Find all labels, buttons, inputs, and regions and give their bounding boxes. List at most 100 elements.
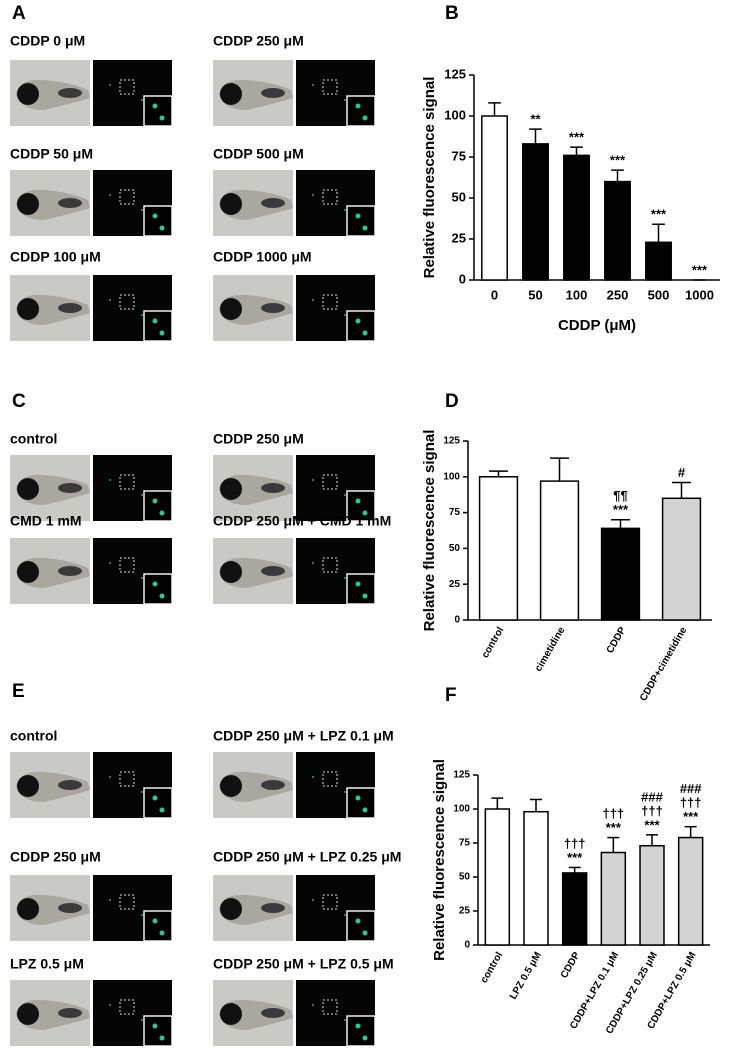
y-tick-label: 125 bbox=[444, 66, 466, 81]
y-axis-label: Relative fluorescence signal bbox=[421, 430, 438, 632]
significance-label: *** bbox=[644, 817, 660, 832]
x-tick-label: LPZ 0.5 μM bbox=[508, 950, 544, 1001]
panel-label: C bbox=[12, 391, 26, 412]
fish-image bbox=[10, 875, 172, 941]
bar bbox=[522, 143, 549, 281]
fish-image bbox=[10, 275, 172, 341]
y-tick-label: 0 bbox=[459, 271, 466, 286]
y-tick-label: 125 bbox=[443, 436, 460, 447]
significance-label: ††† bbox=[602, 806, 624, 821]
x-tick-label: CDDP bbox=[605, 625, 629, 655]
image-label: CDDP 0 μM bbox=[10, 33, 85, 49]
image-label: CDDP 250 μM bbox=[213, 33, 304, 49]
x-tick-label: CDDP+cimetidine bbox=[638, 625, 690, 703]
bar bbox=[600, 527, 641, 621]
fish-image bbox=[213, 170, 375, 236]
y-tick-label: 75 bbox=[459, 838, 471, 849]
y-tick-label: 75 bbox=[452, 148, 466, 163]
y-tick-label: 25 bbox=[459, 906, 471, 917]
bar bbox=[661, 497, 702, 621]
bar bbox=[561, 872, 588, 946]
x-tick-label: control bbox=[479, 950, 506, 985]
panel-label: B bbox=[445, 3, 459, 24]
significance-label: *** bbox=[651, 207, 667, 222]
bar bbox=[478, 476, 519, 621]
fish-image bbox=[213, 275, 375, 341]
fish-image bbox=[213, 455, 375, 521]
y-tick-label: 125 bbox=[453, 770, 470, 781]
y-tick-label: 50 bbox=[449, 543, 461, 554]
x-tick-label: 500 bbox=[648, 287, 670, 302]
image-label: CDDP 250 μM + LPZ 0.25 μM bbox=[213, 849, 401, 865]
image-label: LPZ 0.5 μM bbox=[10, 956, 84, 972]
bar bbox=[523, 810, 549, 946]
significance-label: *** bbox=[569, 130, 585, 145]
panel-label: D bbox=[445, 391, 459, 412]
fish-image bbox=[213, 980, 375, 1046]
fish-image bbox=[10, 60, 172, 126]
image-label: CDDP 1000 μM bbox=[213, 249, 312, 265]
significance-label: ††† bbox=[641, 803, 663, 818]
y-tick-label: 0 bbox=[454, 615, 460, 626]
fish-image bbox=[10, 455, 172, 521]
image-label: control bbox=[10, 431, 57, 447]
x-tick-label: control bbox=[480, 625, 507, 660]
image-label: CDDP 250 μM + LPZ 0.1 μM bbox=[213, 728, 394, 744]
fish-image bbox=[10, 980, 172, 1046]
significance-label: ### bbox=[680, 781, 702, 796]
significance-label: ### bbox=[641, 789, 663, 804]
x-axis-label: CDDP (μM) bbox=[558, 317, 636, 334]
fish-image bbox=[213, 875, 375, 941]
x-tick-label: 1000 bbox=[685, 287, 714, 302]
significance-label: # bbox=[678, 465, 686, 480]
image-label: CDDP 100 μM bbox=[10, 249, 101, 265]
y-tick-label: 100 bbox=[453, 804, 470, 815]
significance-label: *** bbox=[613, 502, 629, 517]
fish-image bbox=[213, 60, 375, 126]
bar bbox=[539, 480, 580, 621]
image-panels bbox=[10, 60, 375, 1046]
bar bbox=[604, 180, 631, 281]
x-tick-label: 250 bbox=[607, 287, 629, 302]
image-label: CDDP 250 μM + LPZ 0.5 μM bbox=[213, 956, 394, 972]
y-tick-label: 50 bbox=[452, 189, 466, 204]
bar bbox=[563, 154, 590, 281]
y-axis-label: Relative fluorescence signal bbox=[431, 759, 448, 961]
image-label: CDDP 250 μM + CMD 1 mM bbox=[213, 513, 391, 529]
bar bbox=[645, 241, 672, 281]
y-tick-label: 50 bbox=[459, 872, 471, 883]
y-tick-label: 0 bbox=[464, 940, 470, 951]
significance-label: *** bbox=[606, 820, 622, 835]
y-tick-label: 25 bbox=[449, 579, 461, 590]
panel-label: F bbox=[445, 685, 457, 706]
bar bbox=[677, 836, 704, 946]
x-tick-label: 100 bbox=[566, 287, 588, 302]
image-label: control bbox=[10, 728, 57, 744]
image-label: CMD 1 mM bbox=[10, 513, 82, 529]
y-tick-label: 100 bbox=[443, 471, 460, 482]
y-tick-label: 100 bbox=[444, 107, 466, 122]
panel-label: A bbox=[12, 3, 26, 24]
significance-label: ¶¶ bbox=[613, 488, 627, 503]
significance-label: ** bbox=[530, 112, 541, 127]
x-tick-label: 50 bbox=[528, 287, 542, 302]
bar bbox=[639, 844, 665, 946]
significance-label: *** bbox=[683, 809, 699, 824]
bar bbox=[484, 808, 511, 946]
fish-image bbox=[213, 752, 375, 818]
image-label: CDDP 250 μM bbox=[213, 431, 304, 447]
significance-label: ††† bbox=[564, 836, 586, 851]
y-tick-label: 25 bbox=[452, 230, 466, 245]
bar bbox=[481, 115, 508, 281]
y-tick-label: 75 bbox=[449, 507, 461, 518]
image-label: CDDP 250 μM bbox=[10, 849, 101, 865]
x-tick-label: 0 bbox=[491, 287, 498, 302]
image-label: CDDP 50 μM bbox=[10, 146, 93, 162]
panel-label: E bbox=[12, 681, 25, 702]
image-label: CDDP 500 μM bbox=[213, 146, 304, 162]
significance-label: ††† bbox=[680, 795, 702, 810]
significance-label: *** bbox=[610, 153, 626, 168]
significance-label: *** bbox=[567, 850, 583, 865]
significance-label: *** bbox=[692, 262, 708, 277]
fish-image bbox=[10, 752, 172, 818]
